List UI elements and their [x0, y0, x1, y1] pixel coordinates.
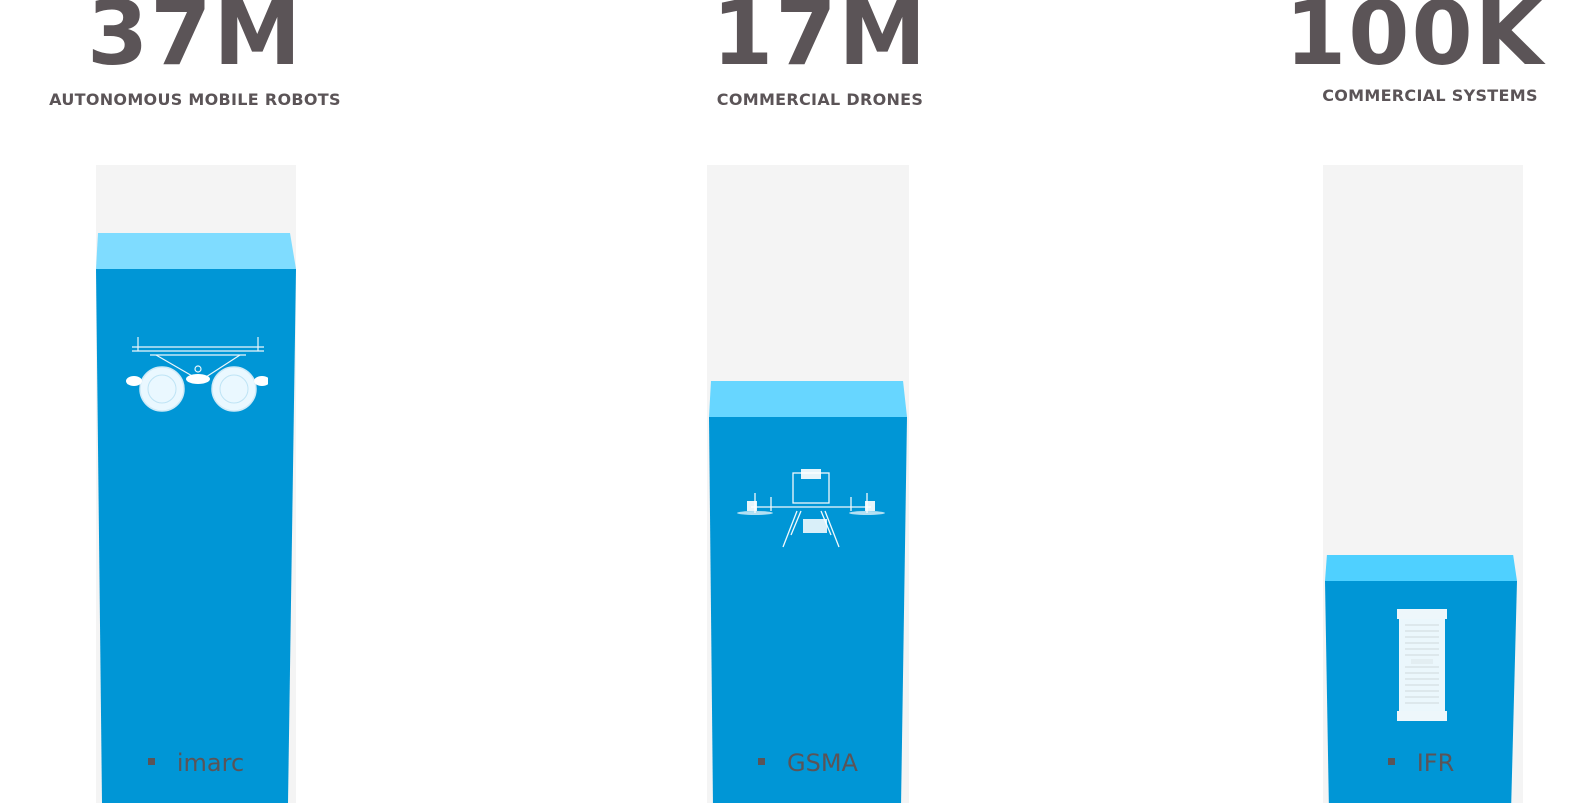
stat-label-drones: COMMERCIAL DRONES [716, 90, 924, 109]
stat-header-drones: 17M COMMERCIAL DRONES [630, 0, 1010, 109]
bullet-icon [758, 757, 766, 765]
wheeled-robot-icon [126, 333, 270, 417]
stat-header-systems: 100K COMMERCIAL SYSTEMS [1280, 0, 1570, 105]
bar-top-drones [709, 381, 907, 417]
bar-top-systems [1325, 555, 1517, 581]
bar-systems: IFR [1325, 555, 1517, 803]
stat-value-drones: 17M [711, 0, 929, 85]
source-drones: GSMA [709, 749, 907, 777]
source-label-drones: GSMA [787, 749, 858, 777]
source-label-systems: IFR [1416, 749, 1455, 777]
source-robots: imarc [96, 749, 296, 777]
stat-value-robots: 37M [86, 0, 304, 85]
stat-value-systems: 100K [1285, 0, 1545, 85]
bar-body-drones [709, 417, 907, 803]
bar-drones: GSMA [709, 381, 907, 803]
bullet-icon [147, 757, 155, 765]
stat-label-robots: AUTONOMOUS MOBILE ROBOTS [49, 90, 341, 109]
bar-top-robots [96, 233, 296, 269]
bar-body-robots [96, 269, 296, 803]
source-label-robots: imarc [176, 749, 245, 777]
device-module-icon [1397, 609, 1447, 725]
source-systems: IFR [1325, 749, 1517, 777]
bar-robots: imarc [96, 233, 296, 803]
stat-label-systems: COMMERCIAL SYSTEMS [1322, 86, 1538, 105]
drone-icon [731, 467, 891, 557]
stat-header-robots: 37M AUTONOMOUS MOBILE ROBOTS [0, 0, 390, 109]
bullet-icon [1387, 757, 1395, 765]
